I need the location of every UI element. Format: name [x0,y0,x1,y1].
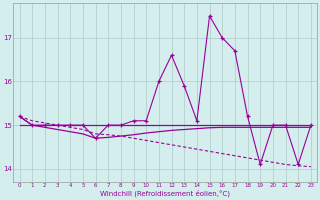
X-axis label: Windchill (Refroidissement éolien,°C): Windchill (Refroidissement éolien,°C) [100,190,230,197]
